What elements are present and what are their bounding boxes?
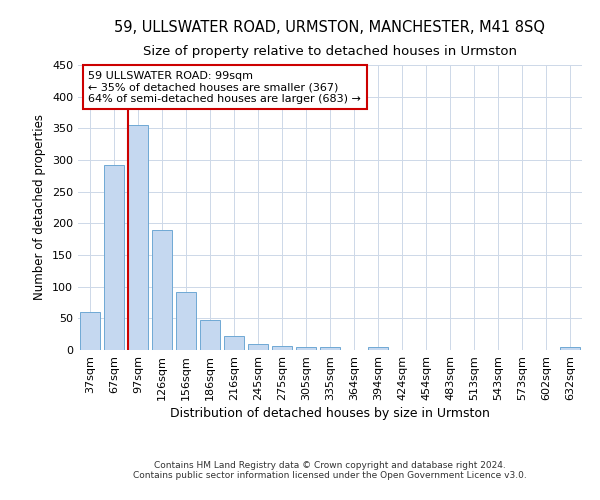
Text: 59, ULLSWATER ROAD, URMSTON, MANCHESTER, M41 8SQ: 59, ULLSWATER ROAD, URMSTON, MANCHESTER,… xyxy=(115,20,545,35)
Bar xyxy=(368,347,388,350)
Text: 59 ULLSWATER ROAD: 99sqm
← 35% of detached houses are smaller (367)
64% of semi-: 59 ULLSWATER ROAD: 99sqm ← 35% of detach… xyxy=(88,70,361,104)
Bar xyxy=(224,336,244,350)
Bar xyxy=(560,347,580,350)
Text: Contains HM Land Registry data © Crown copyright and database right 2024.
Contai: Contains HM Land Registry data © Crown c… xyxy=(133,460,527,480)
Bar xyxy=(176,292,196,350)
Bar xyxy=(128,125,148,350)
Bar xyxy=(248,344,268,350)
Text: Distribution of detached houses by size in Urmston: Distribution of detached houses by size … xyxy=(170,408,490,420)
Bar xyxy=(272,346,292,350)
Bar xyxy=(200,320,220,350)
Bar xyxy=(320,347,340,350)
Bar xyxy=(152,230,172,350)
Bar xyxy=(104,165,124,350)
Bar xyxy=(80,312,100,350)
Bar xyxy=(296,347,316,350)
Text: Size of property relative to detached houses in Urmston: Size of property relative to detached ho… xyxy=(143,45,517,58)
Y-axis label: Number of detached properties: Number of detached properties xyxy=(34,114,46,300)
